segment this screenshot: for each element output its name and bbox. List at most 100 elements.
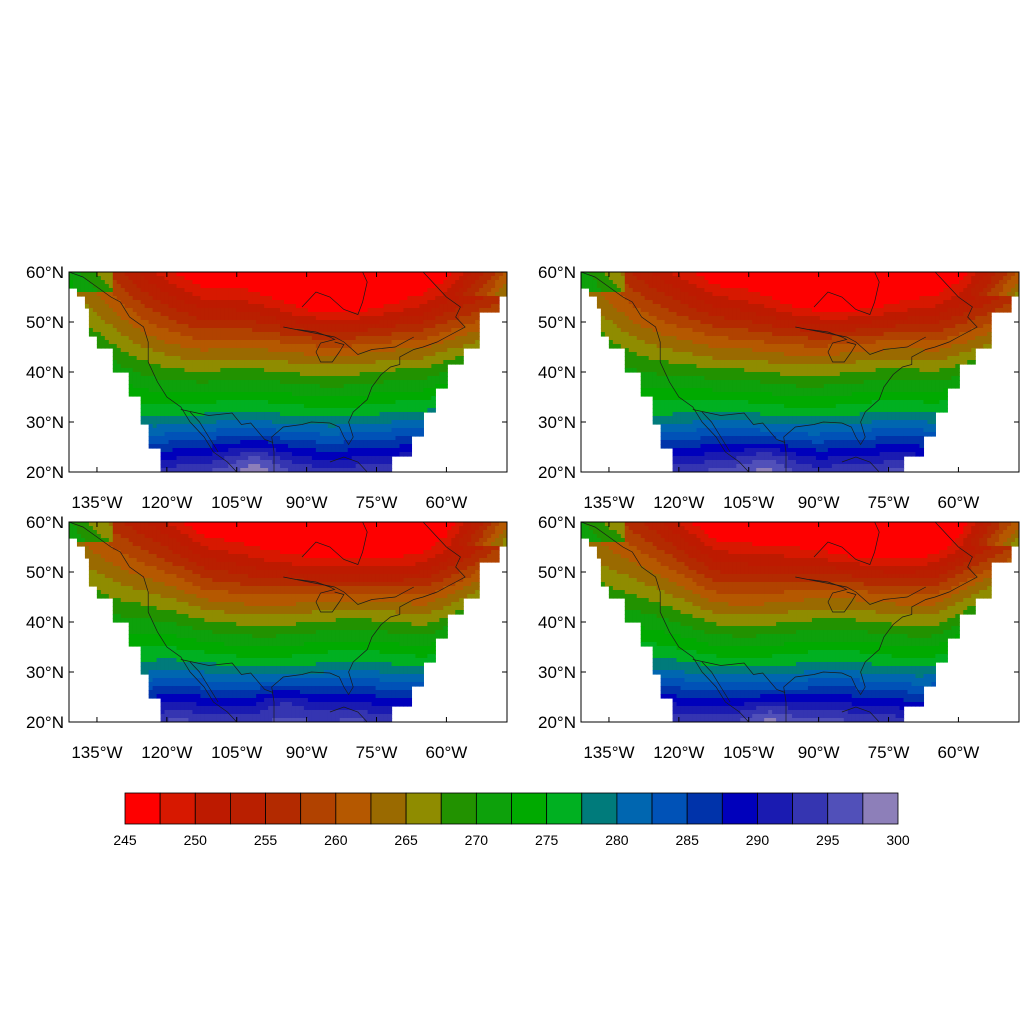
colorbar-swatch <box>475 792 512 825</box>
hudson-bay-coast <box>301 522 368 565</box>
us-mexico-border <box>692 659 786 693</box>
colorbar-label: 265 <box>394 832 418 848</box>
great-lakes-shore <box>809 579 857 613</box>
west-coastline <box>581 272 749 472</box>
gulf-of-california-coast <box>701 661 731 703</box>
lat-tick-label: 20°N <box>538 463 576 482</box>
temperature-field <box>581 272 1019 472</box>
lon-tick-label: 60°W <box>426 493 468 512</box>
colorbar-label: 270 <box>465 832 489 848</box>
lon-tick-label: 75°W <box>868 493 910 512</box>
cuba-coast <box>841 456 894 472</box>
lat-tick-label: 40°N <box>538 363 576 382</box>
great-lakes-shore <box>297 579 345 613</box>
cuba-coast <box>329 456 382 472</box>
west-coastline <box>69 522 237 722</box>
colorbar-swatch <box>616 792 653 825</box>
lon-tick-label: 75°W <box>868 743 910 762</box>
colorbar-swatch <box>792 792 829 825</box>
lon-tick-label: 105°W <box>211 493 262 512</box>
colorbar-label: 250 <box>184 832 208 848</box>
lon-tick-label: 135°W <box>583 493 634 512</box>
gulf-of-california-coast <box>701 411 731 453</box>
colorbar-swatch <box>335 792 372 825</box>
great-lakes-shore <box>297 329 345 363</box>
hudson-bay-coast <box>301 272 368 315</box>
east-coastline <box>271 522 466 722</box>
lat-tick-label: 60°N <box>26 263 64 282</box>
lat-tick-label: 30°N <box>538 663 576 682</box>
temperature-field <box>69 522 507 722</box>
colorbar-label: 255 <box>254 832 278 848</box>
colorbar-swatch <box>194 792 231 825</box>
colorbar-swatch <box>300 792 337 825</box>
colorbar-label: 260 <box>324 832 348 848</box>
map-panel-bottom-left: 60°N 50°N 40°N 30°N 20°N 135°W 120°W 105°W 90°W 7… <box>26 513 508 762</box>
colorbar-swatch <box>862 792 899 825</box>
colorbar-label: 280 <box>605 832 629 848</box>
colorbar-swatch <box>757 792 793 825</box>
lat-tick-label: 60°N <box>538 513 576 532</box>
colorbar-swatch <box>230 792 266 825</box>
lat-tick-label: 20°N <box>26 713 64 732</box>
map-panel-top-right: 60°N 50°N 40°N 30°N 20°N 135°W 120°W 105°W 90°W 7… <box>538 263 1020 512</box>
colorbar-label: 285 <box>676 832 700 848</box>
lat-tick-label: 30°N <box>26 413 64 432</box>
great-lakes-shore <box>809 329 857 363</box>
hudson-bay-coast <box>813 522 880 565</box>
us-mexico-border <box>692 409 786 443</box>
lon-tick-label: 90°W <box>286 493 328 512</box>
colorbar-swatch <box>159 792 196 825</box>
us-canada-border <box>283 576 414 605</box>
hudson-bay-coast <box>813 272 880 315</box>
colorbar-label: 290 <box>746 832 770 848</box>
lon-tick-label: 60°W <box>938 493 980 512</box>
lon-tick-label: 75°W <box>356 493 398 512</box>
east-coastline <box>271 272 466 472</box>
lon-tick-label: 60°W <box>426 743 468 762</box>
lat-tick-label: 30°N <box>26 663 64 682</box>
map-panel-bottom-right: 60°N 50°N 40°N 30°N 20°N 135°W 120°W 105°W 90°W 7… <box>538 513 1020 762</box>
lon-tick-label: 90°W <box>286 743 328 762</box>
colorbar-swatch <box>546 792 583 825</box>
lon-tick-label: 120°W <box>141 493 192 512</box>
lon-tick-label: 135°W <box>71 493 122 512</box>
us-canada-border <box>795 326 926 355</box>
colorbar: 245 250 255 260 265 270 275 280 285 290 295 300 <box>113 792 910 848</box>
colorbar-swatch <box>511 792 548 825</box>
us-mexico-border <box>180 659 274 693</box>
lat-tick-label: 40°N <box>26 363 64 382</box>
lat-tick-label: 20°N <box>538 713 576 732</box>
east-coastline <box>783 522 978 722</box>
east-coastline <box>783 272 978 472</box>
colorbar-swatch <box>651 792 688 825</box>
lat-tick-label: 30°N <box>538 413 576 432</box>
lon-tick-label: 90°W <box>798 493 840 512</box>
lon-tick-label: 60°W <box>938 743 980 762</box>
lat-tick-label: 60°N <box>538 263 576 282</box>
lon-tick-label: 120°W <box>653 493 704 512</box>
map-panels: 60°N 50°N 40°N 30°N 20°N 135°W 120°W 105°W 90°W 7… <box>26 263 1020 762</box>
lat-tick-label: 50°N <box>538 313 576 332</box>
lat-tick-label: 50°N <box>538 563 576 582</box>
gulf-of-california-coast <box>189 411 219 453</box>
temperature-field <box>69 272 507 472</box>
lon-tick-label: 105°W <box>211 743 262 762</box>
lat-tick-label: 40°N <box>538 613 576 632</box>
lat-tick-label: 50°N <box>26 563 64 582</box>
lon-tick-label: 135°W <box>583 743 634 762</box>
west-coastline <box>581 522 749 722</box>
lon-tick-label: 105°W <box>723 743 774 762</box>
us-mexico-border <box>180 409 274 443</box>
colorbar-label: 295 <box>816 832 840 848</box>
lat-tick-label: 20°N <box>26 463 64 482</box>
colorbar-swatch <box>265 792 302 825</box>
lon-tick-label: 75°W <box>356 743 398 762</box>
colorbar-label: 245 <box>113 832 137 848</box>
lon-tick-label: 135°W <box>71 743 122 762</box>
colorbar-label: 300 <box>886 832 910 848</box>
lon-tick-label: 90°W <box>798 743 840 762</box>
colorbar-swatch <box>440 792 477 825</box>
colorbar-label: 275 <box>535 832 559 848</box>
